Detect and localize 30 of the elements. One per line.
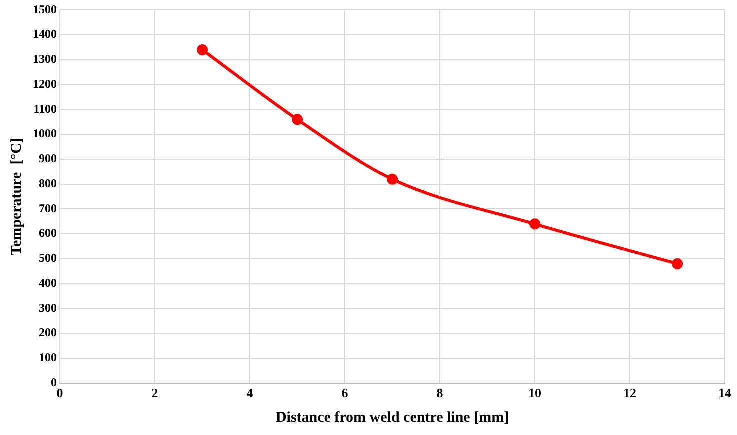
y-tick-label: 600 [39,226,57,240]
x-tick-label: 8 [436,386,444,401]
x-tick-label: 14 [718,386,732,401]
y-tick-label: 400 [39,276,57,290]
y-tick-label: 500 [39,251,57,266]
y-tick-label: 1300 [33,52,57,66]
x-tick-label: 10 [528,386,542,401]
y-axis-title: Temperature [°C] [8,138,25,256]
y-tick-label: 100 [39,350,57,365]
x-tick-label: 4 [246,386,254,401]
y-tick-label: 1000 [33,126,57,141]
x-tick-label: 6 [342,386,349,401]
y-tick-label: 1200 [33,76,57,91]
y-tick-label: 1500 [33,2,57,16]
point [387,174,398,185]
x-tick-label: 2 [152,386,158,401]
y-tick-label: 1400 [33,27,57,42]
y-tick-label: 300 [39,300,57,315]
x-axis-title: Distance from weld centre line [mm] [276,410,510,426]
y-tick-label: 200 [39,326,57,340]
point [292,114,303,126]
y-tick-label: 1100 [34,102,57,116]
x-tick-label: 12 [624,386,636,401]
point [197,44,208,56]
point [530,218,540,230]
y-tick-label: 900 [39,152,57,166]
y-tick-label: 700 [39,201,57,216]
y-tick-label: 0 [51,375,57,390]
point [672,258,683,270]
y-tick-label: 800 [39,176,57,190]
